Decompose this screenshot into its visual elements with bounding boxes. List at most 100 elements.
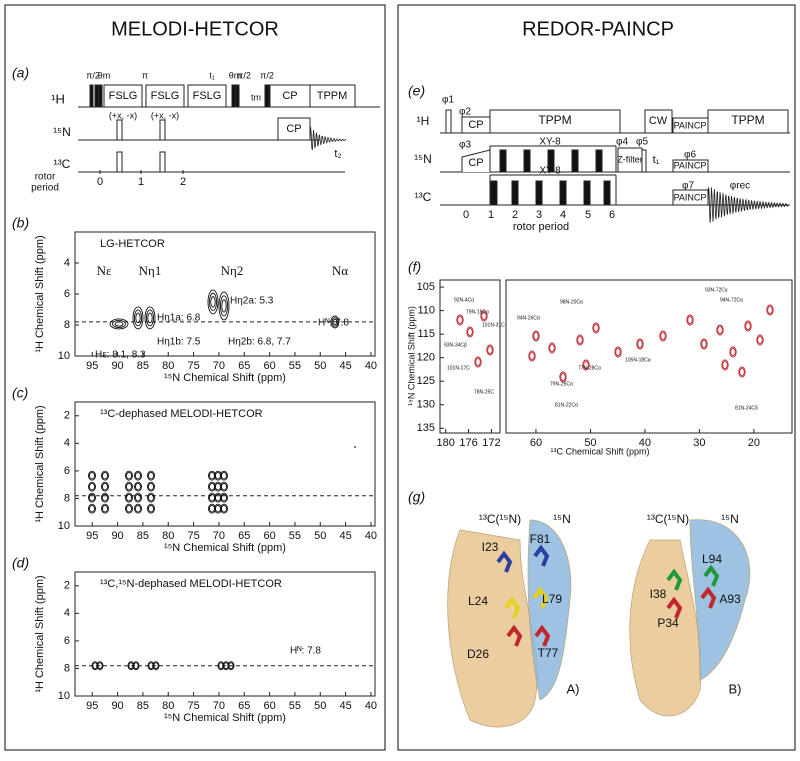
x-tick-label: 60 bbox=[530, 437, 542, 449]
contour bbox=[533, 331, 539, 341]
contour bbox=[474, 356, 482, 368]
left-frame bbox=[4, 4, 386, 751]
peak-label: 81N-24Cδ bbox=[735, 405, 758, 411]
contour bbox=[132, 306, 144, 330]
y-tick-label: 130 bbox=[417, 399, 435, 411]
panel-title: REDOR-PAINCP bbox=[522, 18, 674, 40]
contour bbox=[757, 335, 763, 345]
contour bbox=[466, 326, 474, 338]
contour bbox=[144, 306, 156, 330]
contour bbox=[593, 323, 599, 333]
contour bbox=[153, 662, 159, 670]
peak-label: 92N-4Cα bbox=[454, 297, 474, 303]
contour bbox=[133, 662, 139, 670]
contour bbox=[219, 295, 229, 317]
contour bbox=[560, 372, 566, 382]
block-label: TPPM bbox=[538, 113, 571, 127]
rotor-tick-label: 0 bbox=[97, 176, 103, 188]
group-label: Nα bbox=[332, 263, 348, 278]
contour bbox=[722, 360, 728, 370]
block-label: FSLG bbox=[193, 90, 222, 102]
contour bbox=[659, 330, 667, 342]
peak-label: 79N-18Cα bbox=[466, 309, 489, 315]
contour bbox=[221, 299, 227, 313]
block bbox=[309, 84, 356, 108]
side-chain bbox=[506, 624, 523, 647]
structure-tag: A) bbox=[567, 681, 580, 696]
contour bbox=[486, 344, 494, 356]
x-tick-label: 70 bbox=[213, 530, 225, 542]
peak-label: 93N-72Cγ bbox=[705, 287, 728, 293]
x-tick-label: 80 bbox=[162, 530, 174, 542]
contour bbox=[700, 338, 708, 350]
block bbox=[672, 159, 709, 173]
x-tick-label: 70 bbox=[213, 700, 225, 712]
contour bbox=[228, 662, 234, 670]
y-tick-label: 8 bbox=[64, 319, 70, 331]
contour bbox=[592, 322, 600, 334]
rotor-tick-label: 5 bbox=[585, 209, 591, 221]
y-axis-label: ¹H Chemical Shift (ppm) bbox=[34, 235, 46, 352]
rotor-label: rotor bbox=[35, 172, 56, 183]
contour bbox=[636, 338, 644, 350]
contour bbox=[227, 661, 235, 671]
contour bbox=[88, 481, 96, 492]
pulse bbox=[490, 180, 498, 206]
contour bbox=[101, 492, 109, 503]
y-tick-label: 2 bbox=[64, 580, 70, 592]
pulse bbox=[603, 180, 611, 206]
contour bbox=[331, 317, 339, 327]
contour bbox=[152, 661, 160, 671]
phase-label: φ1 bbox=[442, 95, 454, 106]
peak-label: 79N-25Cα bbox=[550, 381, 573, 387]
x-tick-label: 180 bbox=[437, 437, 455, 449]
residue-label: P34 bbox=[657, 616, 679, 630]
rotor-tick-label: 1 bbox=[488, 209, 494, 221]
channel-label: ¹⁵N bbox=[414, 152, 432, 166]
contour bbox=[125, 492, 133, 503]
contour bbox=[134, 503, 142, 514]
pulse-label: θm bbox=[229, 70, 242, 80]
contour bbox=[717, 325, 723, 335]
contour bbox=[114, 321, 124, 327]
x-tick-label: 50 bbox=[314, 360, 326, 372]
y-tick-label: 8 bbox=[64, 492, 70, 504]
x-tick-label: 50 bbox=[314, 700, 326, 712]
pulse bbox=[523, 149, 531, 173]
x-tick-label: 85 bbox=[137, 700, 149, 712]
y-tick-label: 105 bbox=[417, 281, 435, 293]
contour bbox=[101, 503, 109, 514]
contour bbox=[532, 330, 540, 342]
phase-label: (+x, -x) bbox=[109, 110, 137, 120]
x-tick-label: 80 bbox=[162, 360, 174, 372]
y-tick-label: 8 bbox=[64, 662, 70, 674]
side-chain bbox=[700, 586, 717, 609]
block bbox=[644, 109, 673, 134]
side-chain bbox=[532, 586, 549, 609]
contour bbox=[101, 481, 109, 492]
contour bbox=[559, 371, 567, 383]
block-label: CP bbox=[282, 90, 297, 102]
contour bbox=[89, 504, 95, 513]
rotor-tick-label: 2 bbox=[512, 209, 518, 221]
contour bbox=[209, 471, 215, 480]
contour bbox=[220, 481, 228, 492]
contour bbox=[101, 470, 109, 481]
contour bbox=[147, 481, 155, 492]
contour bbox=[637, 339, 643, 349]
contour bbox=[220, 470, 228, 481]
plot-frame bbox=[74, 231, 376, 357]
x-axis-label: ¹³C Chemical Shift (ppm) bbox=[550, 446, 649, 456]
phase-label: φrec bbox=[730, 181, 750, 192]
contour bbox=[215, 471, 221, 480]
channel-label: ¹⁵N bbox=[53, 125, 71, 139]
contour bbox=[745, 321, 751, 331]
contour bbox=[102, 493, 108, 502]
contour bbox=[687, 315, 693, 325]
annotation: Hᴺ: 7.8 bbox=[318, 318, 349, 329]
rotor-tick-label: 4 bbox=[560, 209, 566, 221]
plot-frame bbox=[74, 401, 376, 527]
pulse-label: π/2 bbox=[260, 70, 274, 80]
block bbox=[103, 84, 143, 108]
